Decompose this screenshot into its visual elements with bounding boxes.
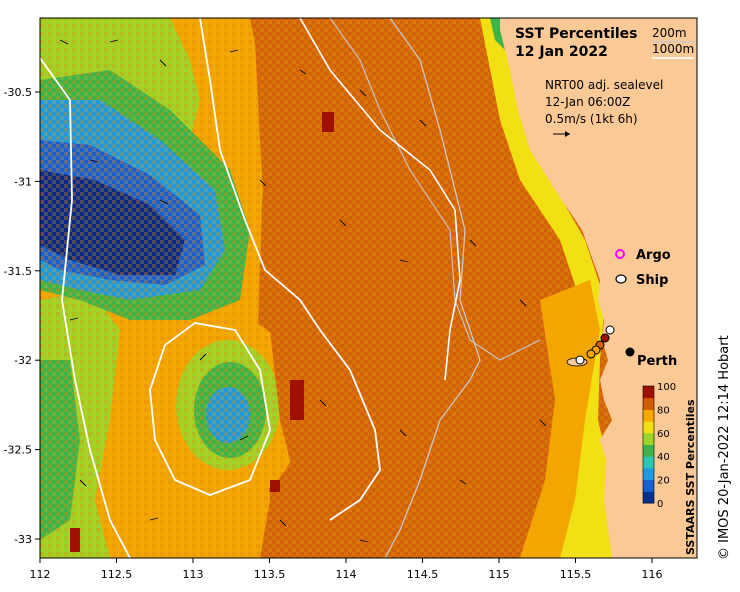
sst-maroon-patch: [290, 380, 304, 420]
colorbar-frame: [642, 385, 655, 504]
ship-label: Ship: [636, 273, 668, 288]
y-tick-label: -33: [14, 533, 32, 546]
x-tick-label: 113: [183, 568, 204, 581]
colorbar-segment: [643, 421, 654, 434]
argo-marker-icon: [615, 249, 625, 259]
vector-scale-arrow-icon: [553, 131, 570, 137]
x-tick-label: 116: [642, 568, 663, 581]
contour-label-1000m: 1000m: [652, 42, 694, 56]
sst-maroon-patch: [322, 112, 334, 132]
y-tick-label: -32: [14, 354, 32, 367]
argo-label: Argo: [636, 248, 671, 263]
sst-coastal-yellow: [480, 18, 620, 558]
sst-maroon-patch: [70, 528, 80, 552]
y-tick-label: -32.5: [4, 444, 32, 457]
y-tick-label: -31.5: [4, 265, 32, 278]
map-date: 12 Jan 2022: [515, 44, 608, 60]
colorbar-segment: [643, 479, 654, 492]
white-contour-west: [40, 57, 131, 558]
ship-track: [575, 325, 615, 365]
y-axis: -30.5 -31 -31.5 -32 -32.5 -33: [4, 86, 40, 546]
plot-area: [40, 18, 697, 558]
current-source: NRT00 adj. sealevel: [545, 78, 663, 92]
current-time: 12-Jan 06:00Z: [545, 95, 630, 109]
y-tick-label: -31: [14, 175, 32, 188]
ship-marker-icon: [615, 274, 627, 284]
x-tick-label: 115.5: [560, 568, 592, 581]
colorbar-segment: [643, 467, 654, 481]
colorbar-segment: [643, 397, 654, 410]
x-tick-label: 114: [336, 568, 357, 581]
colorbar-title: SSTAARS SST Percentiles: [684, 399, 697, 555]
colorbar-segment: [643, 386, 654, 399]
x-tick-label: 115: [489, 568, 510, 581]
colorbar-segment: [643, 491, 654, 504]
contour-label-200m: 200m: [652, 26, 687, 40]
white-contour-eddy: [149, 322, 271, 496]
colorbar-tick-label: 20: [657, 476, 670, 487]
colorbar-segment: [643, 432, 654, 445]
colorbar-tick-label: 80: [657, 405, 670, 416]
perth-label: Perth: [637, 354, 677, 369]
sst-nearshore-warm: [520, 280, 600, 558]
colorbar-tick-label: 40: [657, 452, 670, 463]
x-tick-label: 112.5: [101, 568, 133, 581]
x-axis: 112 112.5 113 113.5 114 114.5 115 115.5 116: [30, 558, 663, 581]
x-tick-label: 112: [30, 568, 51, 581]
colorbar-segment: [643, 409, 654, 422]
perth-marker-icon: [625, 347, 635, 357]
colorbar-tick-label: 0: [657, 499, 663, 510]
y-tick-label: -30.5: [4, 86, 32, 99]
colorbar-segment: [643, 444, 654, 457]
colorbar-tick-label: 60: [657, 429, 670, 440]
colorbar-tick-label: 100: [657, 382, 676, 393]
contour-200m-inner: [329, 18, 541, 361]
x-tick-label: 113.5: [254, 568, 286, 581]
x-tick-label: 114.5: [407, 568, 439, 581]
colorbar: 0 20 40 60 80 100: [642, 382, 676, 510]
copyright: © IMOS 20-Jan-2022 12:14 Hobart: [717, 335, 732, 560]
sst-maroon-patch: [270, 480, 280, 492]
current-vectors: [59, 39, 547, 543]
contour-200m: [384, 18, 481, 558]
contour-1000m: [299, 18, 461, 381]
colorbar-segment: [643, 456, 654, 469]
map-title: SST Percentiles: [515, 26, 638, 42]
white-contour-central: [199, 18, 381, 521]
plot-frame: [39, 17, 698, 559]
vector-scale: 0.5m/s (1kt 6h): [545, 112, 638, 126]
